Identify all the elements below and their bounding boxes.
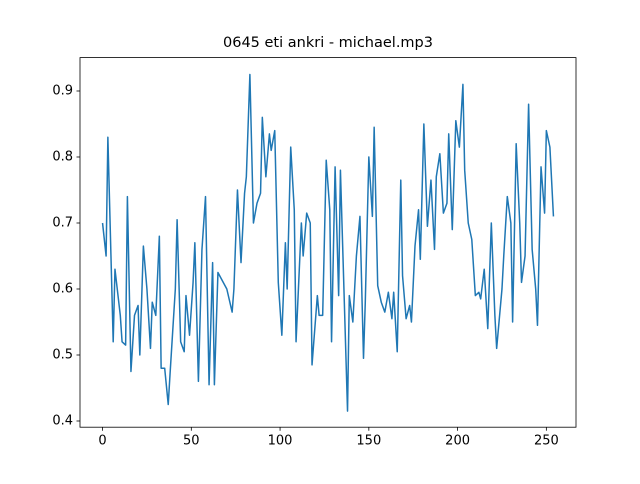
- y-tick-label: 0.9: [52, 83, 73, 98]
- x-tick-label: 150: [356, 434, 381, 449]
- x-tick-label: 200: [445, 434, 470, 449]
- x-tick-label: 100: [268, 434, 293, 449]
- y-tick-label: 0.6: [52, 281, 73, 296]
- x-tick-label: 50: [183, 434, 200, 449]
- x-tick-label: 0: [98, 434, 106, 449]
- data-line: [101, 73, 555, 412]
- y-tick-label: 0.5: [52, 347, 73, 362]
- chart-title: 0645 eti ankri - michael.mp3: [223, 35, 433, 51]
- y-tick-label: 0.7: [52, 215, 73, 230]
- x-tick-label: 250: [534, 434, 559, 449]
- y-tick-label: 0.4: [52, 413, 73, 428]
- y-tick-label: 0.8: [52, 149, 73, 164]
- plot-frame: [79, 57, 577, 428]
